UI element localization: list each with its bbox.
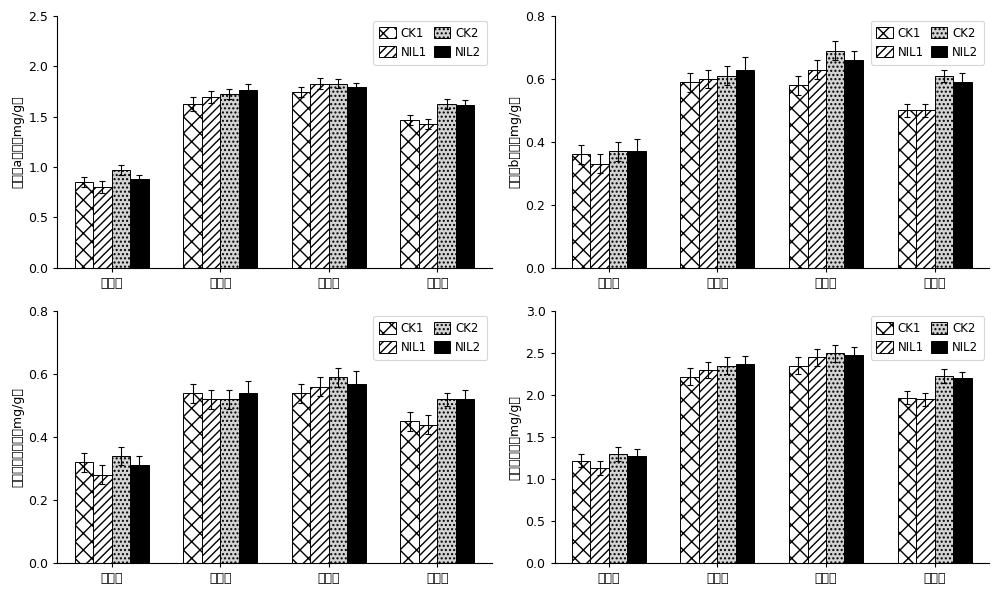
Bar bbox=[680, 82, 699, 268]
Bar bbox=[808, 358, 826, 563]
Bar bbox=[183, 393, 202, 563]
Bar bbox=[699, 79, 717, 268]
Bar bbox=[808, 70, 826, 268]
Bar bbox=[292, 92, 310, 268]
Bar bbox=[953, 82, 972, 268]
Legend: CK1, NIL1, CK2, NIL2: CK1, NIL1, CK2, NIL2 bbox=[871, 316, 984, 360]
Bar bbox=[680, 377, 699, 563]
Bar bbox=[347, 86, 366, 268]
Bar bbox=[93, 187, 112, 268]
Y-axis label: 叶绿素含量（mg/g）: 叶绿素含量（mg/g） bbox=[508, 395, 521, 480]
Bar bbox=[437, 104, 456, 268]
Bar bbox=[916, 399, 935, 563]
Bar bbox=[826, 353, 844, 563]
Bar bbox=[609, 151, 627, 268]
Bar bbox=[456, 399, 474, 563]
Bar bbox=[183, 104, 202, 268]
Bar bbox=[239, 89, 257, 268]
Bar bbox=[400, 421, 419, 563]
Bar bbox=[572, 154, 590, 268]
Bar bbox=[717, 366, 736, 563]
Bar bbox=[329, 83, 347, 268]
Bar bbox=[419, 424, 437, 563]
Bar bbox=[75, 182, 93, 268]
Bar bbox=[347, 384, 366, 563]
Bar bbox=[310, 83, 329, 268]
Bar bbox=[826, 51, 844, 268]
Bar bbox=[916, 110, 935, 268]
Bar bbox=[609, 454, 627, 563]
Bar bbox=[844, 60, 863, 268]
Bar bbox=[590, 164, 609, 268]
Bar bbox=[627, 455, 646, 563]
Bar bbox=[590, 468, 609, 563]
Bar bbox=[627, 151, 646, 268]
Legend: CK1, NIL1, CK2, NIL2: CK1, NIL1, CK2, NIL2 bbox=[373, 316, 487, 360]
Bar bbox=[935, 376, 953, 563]
Bar bbox=[419, 124, 437, 268]
Bar bbox=[220, 94, 239, 268]
Bar bbox=[93, 475, 112, 563]
Bar bbox=[789, 85, 808, 268]
Bar bbox=[130, 465, 149, 563]
Bar bbox=[75, 462, 93, 563]
Bar bbox=[736, 70, 754, 268]
Bar bbox=[572, 461, 590, 563]
Bar bbox=[202, 97, 220, 268]
Bar bbox=[400, 120, 419, 268]
Bar bbox=[437, 399, 456, 563]
Bar bbox=[112, 456, 130, 563]
Bar bbox=[844, 355, 863, 563]
Bar bbox=[130, 179, 149, 268]
Bar bbox=[717, 76, 736, 268]
Bar bbox=[898, 398, 916, 563]
Bar bbox=[898, 110, 916, 268]
Bar bbox=[310, 387, 329, 563]
Bar bbox=[239, 393, 257, 563]
Bar bbox=[292, 393, 310, 563]
Bar bbox=[953, 378, 972, 563]
Bar bbox=[220, 399, 239, 563]
Bar bbox=[699, 370, 717, 563]
Bar bbox=[456, 105, 474, 268]
Y-axis label: 类胡萝卜素含量（mg/g）: 类胡萝卜素含量（mg/g） bbox=[11, 387, 24, 487]
Bar bbox=[202, 399, 220, 563]
Bar bbox=[329, 377, 347, 563]
Bar bbox=[789, 366, 808, 563]
Y-axis label: 叶绿素b含量（mg/g）: 叶绿素b含量（mg/g） bbox=[508, 95, 521, 188]
Y-axis label: 叶绿素a含量（mg/g）: 叶绿素a含量（mg/g） bbox=[11, 95, 24, 188]
Legend: CK1, NIL1, CK2, NIL2: CK1, NIL1, CK2, NIL2 bbox=[871, 21, 984, 64]
Bar bbox=[935, 76, 953, 268]
Bar bbox=[112, 170, 130, 268]
Bar bbox=[736, 364, 754, 563]
Legend: CK1, NIL1, CK2, NIL2: CK1, NIL1, CK2, NIL2 bbox=[373, 21, 487, 64]
